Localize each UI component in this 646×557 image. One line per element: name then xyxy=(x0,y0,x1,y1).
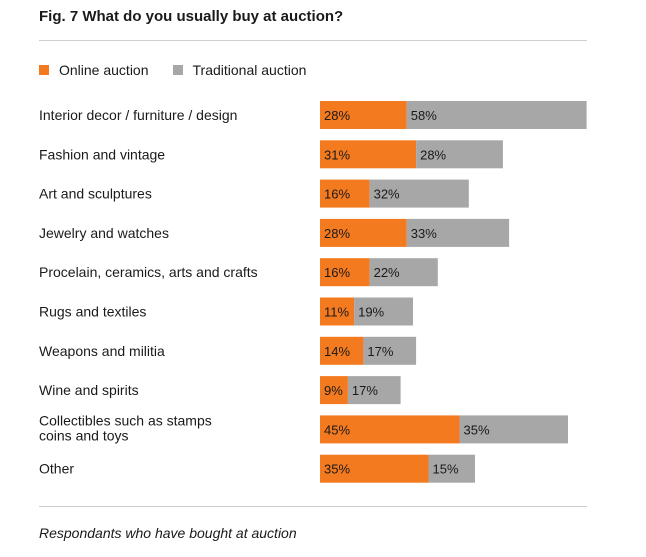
bar-online xyxy=(320,297,355,326)
bar-online xyxy=(320,415,460,444)
legend-item-traditional: Traditional auction xyxy=(172,62,307,78)
data-label-traditional: 22% xyxy=(374,265,400,280)
chart-title: Fig. 7 What do you usually buy at auctio… xyxy=(39,8,344,25)
data-label-online: 28% xyxy=(324,226,350,241)
category-label: Art and sculptures xyxy=(39,186,152,202)
bar-traditional xyxy=(369,179,469,208)
bar-traditional xyxy=(428,454,475,483)
data-label-online: 9% xyxy=(324,383,343,398)
bar-traditional xyxy=(369,258,438,287)
bar-online xyxy=(320,258,370,287)
legend-label-traditional: Traditional auction xyxy=(192,62,307,78)
data-label-online: 14% xyxy=(324,344,350,359)
data-label-online: 16% xyxy=(324,187,350,202)
top-divider xyxy=(39,40,587,41)
data-label-online: 11% xyxy=(324,305,349,320)
data-label-traditional: 28% xyxy=(420,147,446,162)
bottom-divider xyxy=(39,506,587,507)
data-label-traditional: 19% xyxy=(358,305,384,320)
category-label: Interior decor / furniture / design xyxy=(39,107,237,123)
bar-online xyxy=(320,140,417,169)
bar-online xyxy=(320,336,364,365)
category-label: Collectibles such as stamps coins and toy… xyxy=(39,412,212,443)
footnote: Respondants who have bought at auction xyxy=(39,525,297,541)
bar-traditional xyxy=(406,218,510,247)
data-label-traditional: 17% xyxy=(367,344,393,359)
category-label: Rugs and textiles xyxy=(39,304,146,320)
data-label-online: 16% xyxy=(324,265,350,280)
legend-item-online: Online auction xyxy=(39,62,149,78)
legend-label-online: Online auction xyxy=(59,62,149,78)
bar-online xyxy=(320,376,348,405)
data-label-online: 31% xyxy=(324,147,350,162)
data-label-traditional: 58% xyxy=(411,108,437,123)
bar-traditional xyxy=(347,376,401,405)
category-label: Procelain, ceramics, arts and crafts xyxy=(39,264,258,280)
data-label-traditional: 33% xyxy=(411,226,437,241)
bar-traditional xyxy=(354,297,413,326)
legend-swatch-traditional xyxy=(172,65,183,75)
category-label: Other xyxy=(39,461,74,477)
legend: Online auction Traditional auction xyxy=(39,62,330,78)
legend-swatch-online xyxy=(39,65,49,75)
data-label-traditional: 15% xyxy=(433,462,459,477)
data-label-online: 35% xyxy=(324,462,350,477)
data-label-traditional: 35% xyxy=(464,422,490,437)
data-label-traditional: 17% xyxy=(352,383,378,398)
category-label: Jewelry and watches xyxy=(39,225,169,241)
category-label: Weapons and militia xyxy=(39,343,165,359)
bar-traditional xyxy=(416,140,503,169)
bar-online xyxy=(320,454,429,483)
bar-online xyxy=(320,179,370,208)
bar-traditional xyxy=(363,336,417,365)
data-label-online: 45% xyxy=(324,422,350,437)
category-label: Fashion and vintage xyxy=(39,146,165,162)
bar-traditional xyxy=(406,101,587,129)
bar-online xyxy=(320,101,407,129)
category-label: Wine and spirits xyxy=(39,382,139,398)
bar-traditional xyxy=(459,415,568,444)
data-label-traditional: 32% xyxy=(374,187,400,202)
bar-online xyxy=(320,218,407,247)
data-label-online: 28% xyxy=(324,108,350,123)
